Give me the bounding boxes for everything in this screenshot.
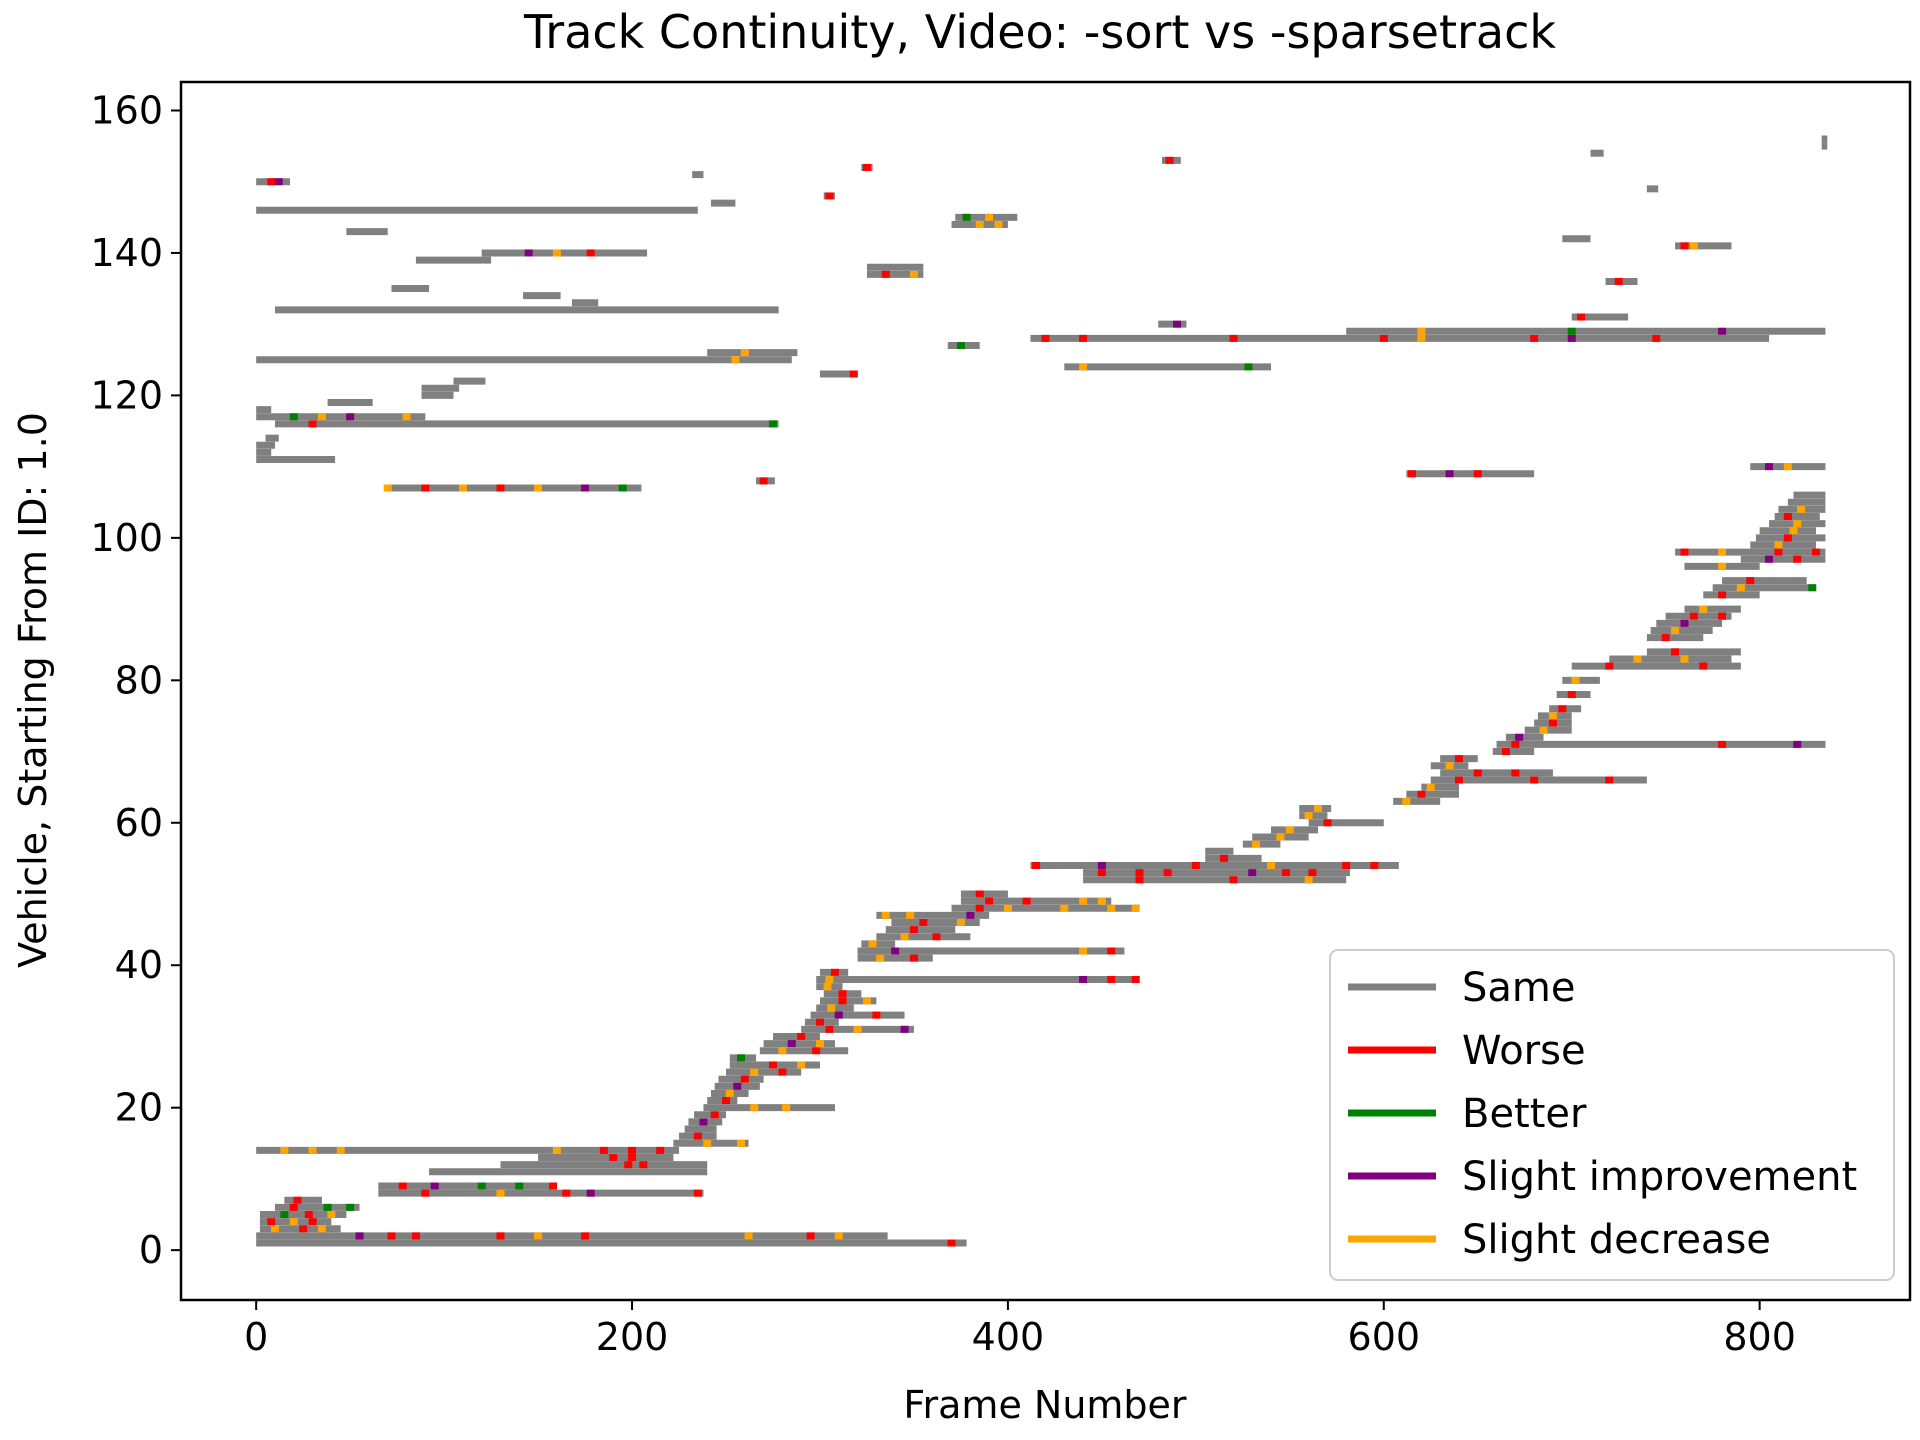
x-tick-label: 600 xyxy=(1348,1315,1421,1359)
legend-label: Better xyxy=(1462,1091,1587,1137)
legend-label: Slight decrease xyxy=(1462,1217,1771,1263)
legend-label: Worse xyxy=(1462,1028,1586,1074)
y-tick-label: 40 xyxy=(115,943,163,987)
legend-box xyxy=(1329,949,1895,1281)
y-tick-label: 140 xyxy=(90,231,163,275)
y-tick-label: 0 xyxy=(139,1228,163,1272)
legend-swatch-marker xyxy=(1388,1236,1396,1242)
y-tick-label: 120 xyxy=(90,373,163,417)
legend-swatch-marker xyxy=(1388,1173,1396,1179)
y-tick-label: 20 xyxy=(115,1086,163,1130)
legend-swatch-marker xyxy=(1388,1047,1396,1053)
y-tick-label: 100 xyxy=(90,516,163,560)
legend: Same Worse Better Slight improvement Slight … xyxy=(1329,949,1895,1281)
x-axis-label: Frame Number xyxy=(903,1383,1187,1427)
x-tick-label: 400 xyxy=(972,1315,1045,1359)
legend-label: Same xyxy=(1462,965,1575,1011)
x-tick-label: 0 xyxy=(244,1315,268,1359)
x-tick-label: 800 xyxy=(1723,1315,1796,1359)
legend-label: Slight improvement xyxy=(1462,1154,1857,1200)
y-tick-label: 160 xyxy=(90,88,163,132)
plot-frame xyxy=(179,80,1912,1302)
y-axis-label: Vehicle, Starting From ID: 1.0 xyxy=(11,412,55,968)
y-tick-label: 80 xyxy=(115,658,163,702)
y-tick-label: 60 xyxy=(115,801,163,845)
x-axis: 0 200 400 600 800 xyxy=(244,1300,1796,1359)
legend-swatch-marker xyxy=(1388,1110,1396,1116)
legend-swatch-marker xyxy=(1388,984,1396,990)
chart-title: Track Continuity, Video: -sort vs -spars… xyxy=(523,5,1556,59)
y-axis: 0 20 40 60 80 100 120 140 160 xyxy=(90,88,181,1272)
change-markers xyxy=(267,156,1821,1247)
x-tick-label: 200 xyxy=(596,1315,669,1359)
